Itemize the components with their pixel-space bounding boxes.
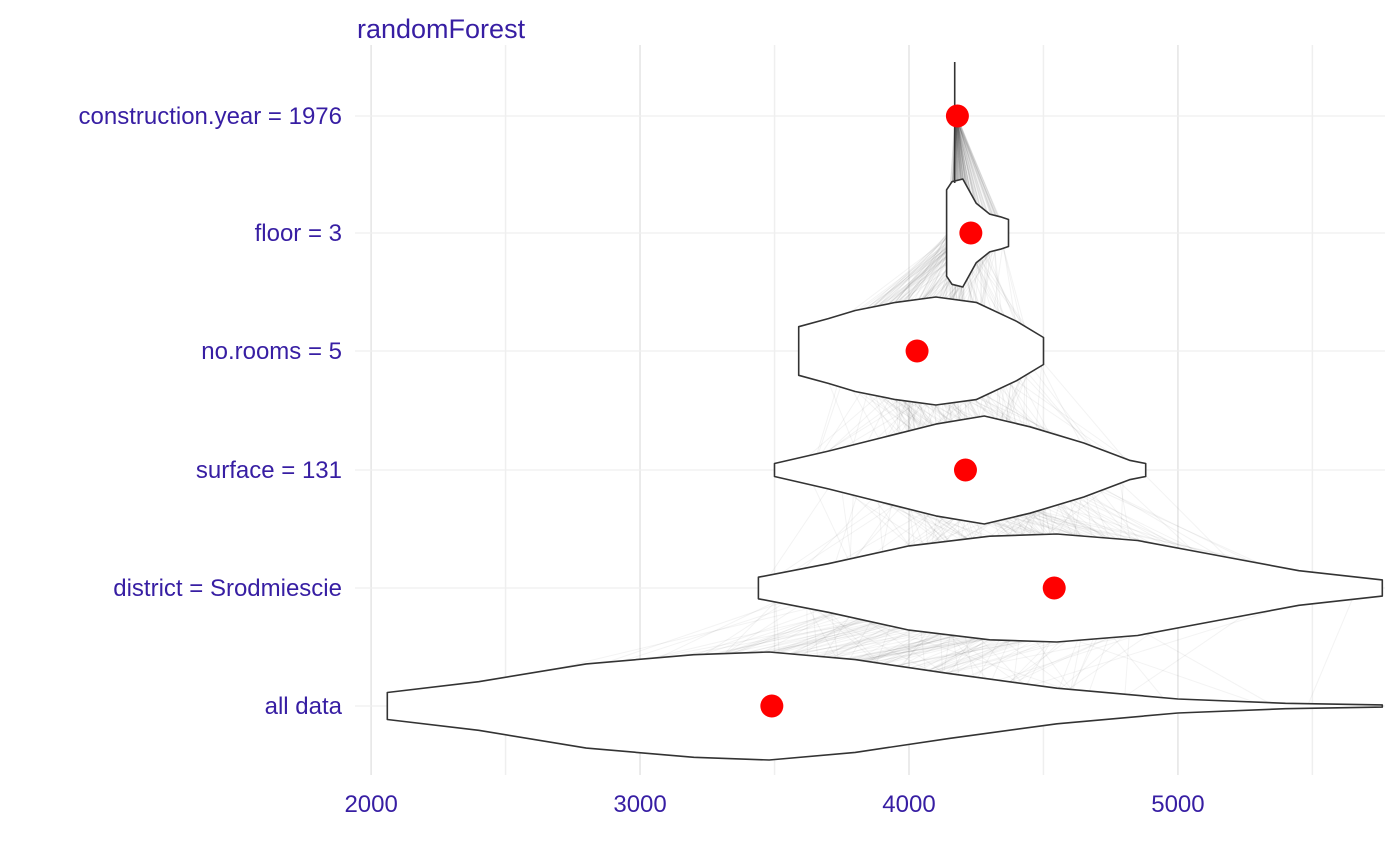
data-point [1042, 576, 1066, 600]
x-tick-label: 4000 [882, 791, 935, 818]
path-line [956, 115, 1000, 234]
path-line [954, 115, 1005, 234]
data-point [760, 694, 784, 718]
y-tick-label: no.rooms = 5 [201, 338, 342, 365]
path-line [955, 115, 1005, 234]
path-line [760, 469, 842, 589]
y-tick-label: surface = 131 [196, 457, 342, 484]
y-tick-label: district = Srodmiescie [113, 575, 342, 602]
path-line [955, 115, 1000, 234]
path-line [956, 115, 1006, 234]
data-point [905, 339, 929, 363]
x-tick-label: 5000 [1151, 791, 1204, 818]
path-line [956, 115, 1003, 234]
data-point [953, 458, 977, 482]
path-line [956, 115, 1006, 234]
path-line [955, 115, 1004, 234]
path-line [956, 115, 1002, 234]
path-line [956, 115, 1001, 234]
violin [757, 533, 1384, 643]
path-line [955, 115, 1007, 234]
path-line [954, 115, 1001, 234]
x-tick-label: 3000 [613, 791, 666, 818]
path-line [1032, 350, 1135, 471]
y-tick-label: construction.year = 1976 [79, 103, 343, 130]
path-line [1307, 587, 1358, 707]
path-line [955, 115, 1003, 234]
data-point [959, 221, 983, 245]
y-tick-label: floor = 3 [255, 220, 342, 247]
data-point [945, 104, 969, 128]
path-line [955, 115, 999, 234]
x-tick-label: 2000 [344, 791, 397, 818]
path-line [955, 115, 1000, 234]
chart-title: randomForest [357, 14, 526, 44]
violin [386, 651, 1384, 761]
path-line [956, 115, 1006, 234]
path-line [956, 115, 1003, 234]
path-line [954, 115, 1004, 234]
y-tick-label: all data [265, 693, 343, 720]
path-line [955, 115, 999, 234]
